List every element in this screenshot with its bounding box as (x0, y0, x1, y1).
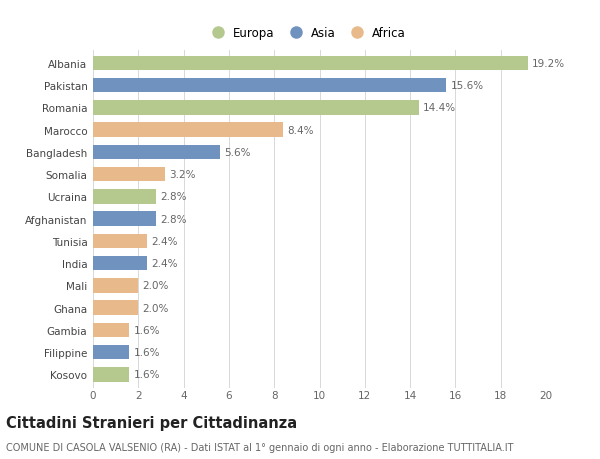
Bar (93, 256, 148, 271)
Text: 2.4%: 2.4% (151, 236, 178, 246)
Text: 2.8%: 2.8% (160, 214, 187, 224)
Text: 5.6%: 5.6% (224, 148, 250, 157)
Text: 1.6%: 1.6% (133, 325, 160, 335)
Legend: Europa, Asia, Africa: Europa, Asia, Africa (201, 22, 411, 45)
Bar (93, 101, 419, 115)
Bar (93, 212, 157, 226)
Bar (93, 279, 139, 293)
Bar (93, 301, 139, 315)
Text: 1.6%: 1.6% (133, 347, 160, 358)
Text: 8.4%: 8.4% (287, 125, 314, 135)
Bar (93, 367, 129, 382)
Bar (93, 234, 148, 249)
Bar (93, 146, 220, 160)
Text: COMUNE DI CASOLA VALSENIO (RA) - Dati ISTAT al 1° gennaio di ogni anno - Elabora: COMUNE DI CASOLA VALSENIO (RA) - Dati IS… (6, 442, 514, 452)
Text: Cittadini Stranieri per Cittadinanza: Cittadini Stranieri per Cittadinanza (6, 415, 297, 431)
Bar (93, 123, 283, 138)
Text: 2.8%: 2.8% (160, 192, 187, 202)
Bar (93, 79, 446, 93)
Text: 19.2%: 19.2% (532, 59, 565, 69)
Text: 1.6%: 1.6% (133, 369, 160, 380)
Bar (93, 190, 157, 204)
Text: 14.4%: 14.4% (423, 103, 457, 113)
Bar (93, 56, 528, 71)
Text: 15.6%: 15.6% (451, 81, 484, 91)
Text: 2.4%: 2.4% (151, 258, 178, 269)
Text: 3.2%: 3.2% (170, 170, 196, 180)
Bar (93, 323, 129, 337)
Bar (93, 345, 129, 359)
Text: 2.0%: 2.0% (142, 281, 169, 291)
Text: 2.0%: 2.0% (142, 303, 169, 313)
Bar (93, 168, 166, 182)
